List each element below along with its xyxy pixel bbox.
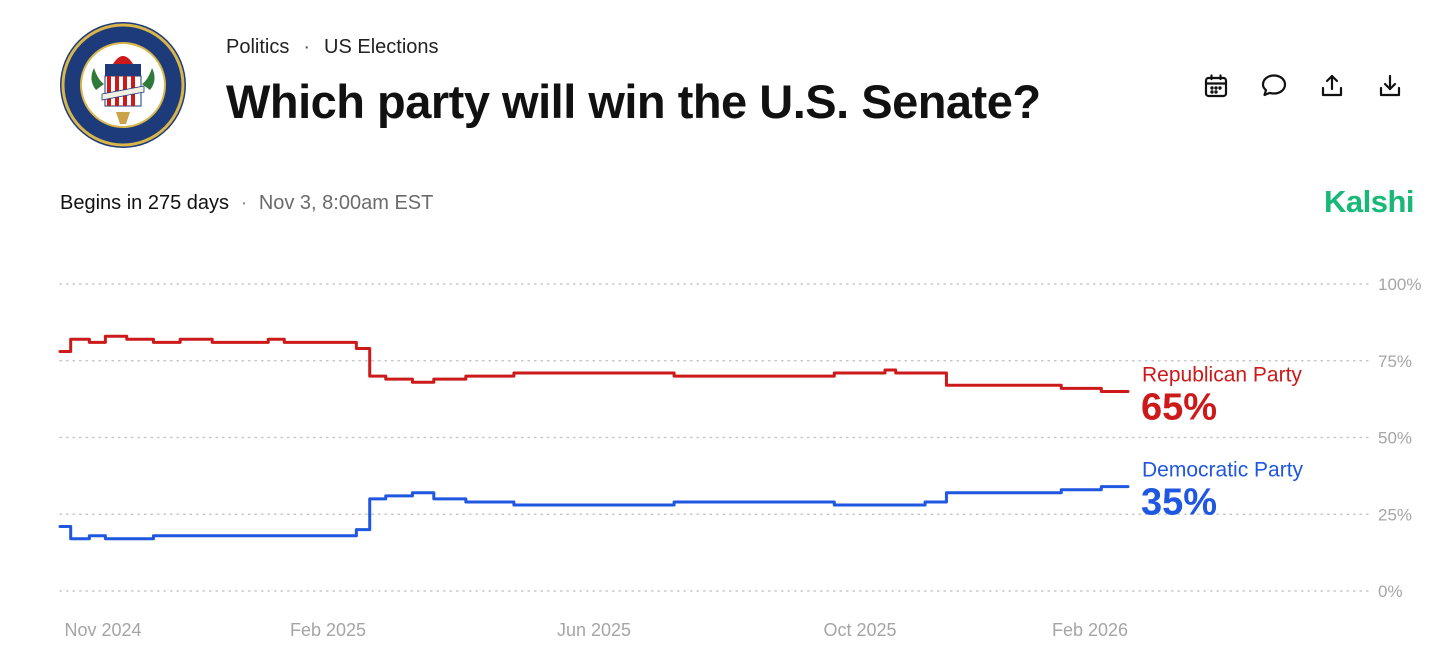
y-tick-label: 50% (1378, 429, 1412, 448)
calendar-icon (1204, 74, 1228, 98)
x-tick-label: Nov 2024 (64, 620, 141, 640)
start-date: Nov 3, 8:00am EST (258, 192, 434, 214)
republican-party-label: Republican Party (1142, 363, 1302, 386)
y-tick-label: 0% (1378, 582, 1403, 601)
democratic-party-value: 35% (1141, 482, 1217, 524)
calendar-button[interactable] (1198, 68, 1234, 104)
page-title: Which party will win the U.S. Senate? (226, 75, 1041, 128)
breadcrumb-separator: · (303, 36, 311, 58)
comment-icon (1261, 74, 1287, 97)
action-toolbar (1198, 68, 1408, 104)
breadcrumb-politics[interactable]: Politics (226, 36, 290, 58)
x-tick-label: Feb 2025 (290, 620, 366, 640)
x-tick-label: Oct 2025 (823, 620, 896, 640)
y-tick-label: 100% (1378, 275, 1421, 294)
democratic-party-line (58, 485, 1130, 541)
market-status: Begins in 275 days · Nov 3, 8:00am EST (60, 192, 433, 215)
comment-button[interactable] (1256, 68, 1292, 104)
senate-seal-logo (58, 20, 188, 150)
republican-party-value: 65% (1141, 386, 1217, 428)
share-button[interactable] (1314, 68, 1350, 104)
republican-party-line (58, 334, 1130, 393)
y-tick-label: 75% (1378, 352, 1412, 371)
y-tick-label: 25% (1378, 505, 1412, 524)
download-button[interactable] (1372, 68, 1408, 104)
kalshi-logo[interactable]: Kalshi (1323, 184, 1415, 219)
breadcrumb-us-elections[interactable]: US Elections (324, 36, 439, 58)
status-separator: · (240, 192, 248, 214)
x-tick-label: Feb 2026 (1052, 620, 1128, 640)
begins-countdown: Begins in 275 days (60, 192, 230, 214)
share-icon (1321, 74, 1343, 97)
breadcrumb: Politics · US Elections (226, 36, 439, 59)
download-icon (1379, 74, 1401, 97)
democratic-party-label: Democratic Party (1142, 459, 1304, 482)
x-tick-label: Jun 2025 (557, 620, 631, 640)
